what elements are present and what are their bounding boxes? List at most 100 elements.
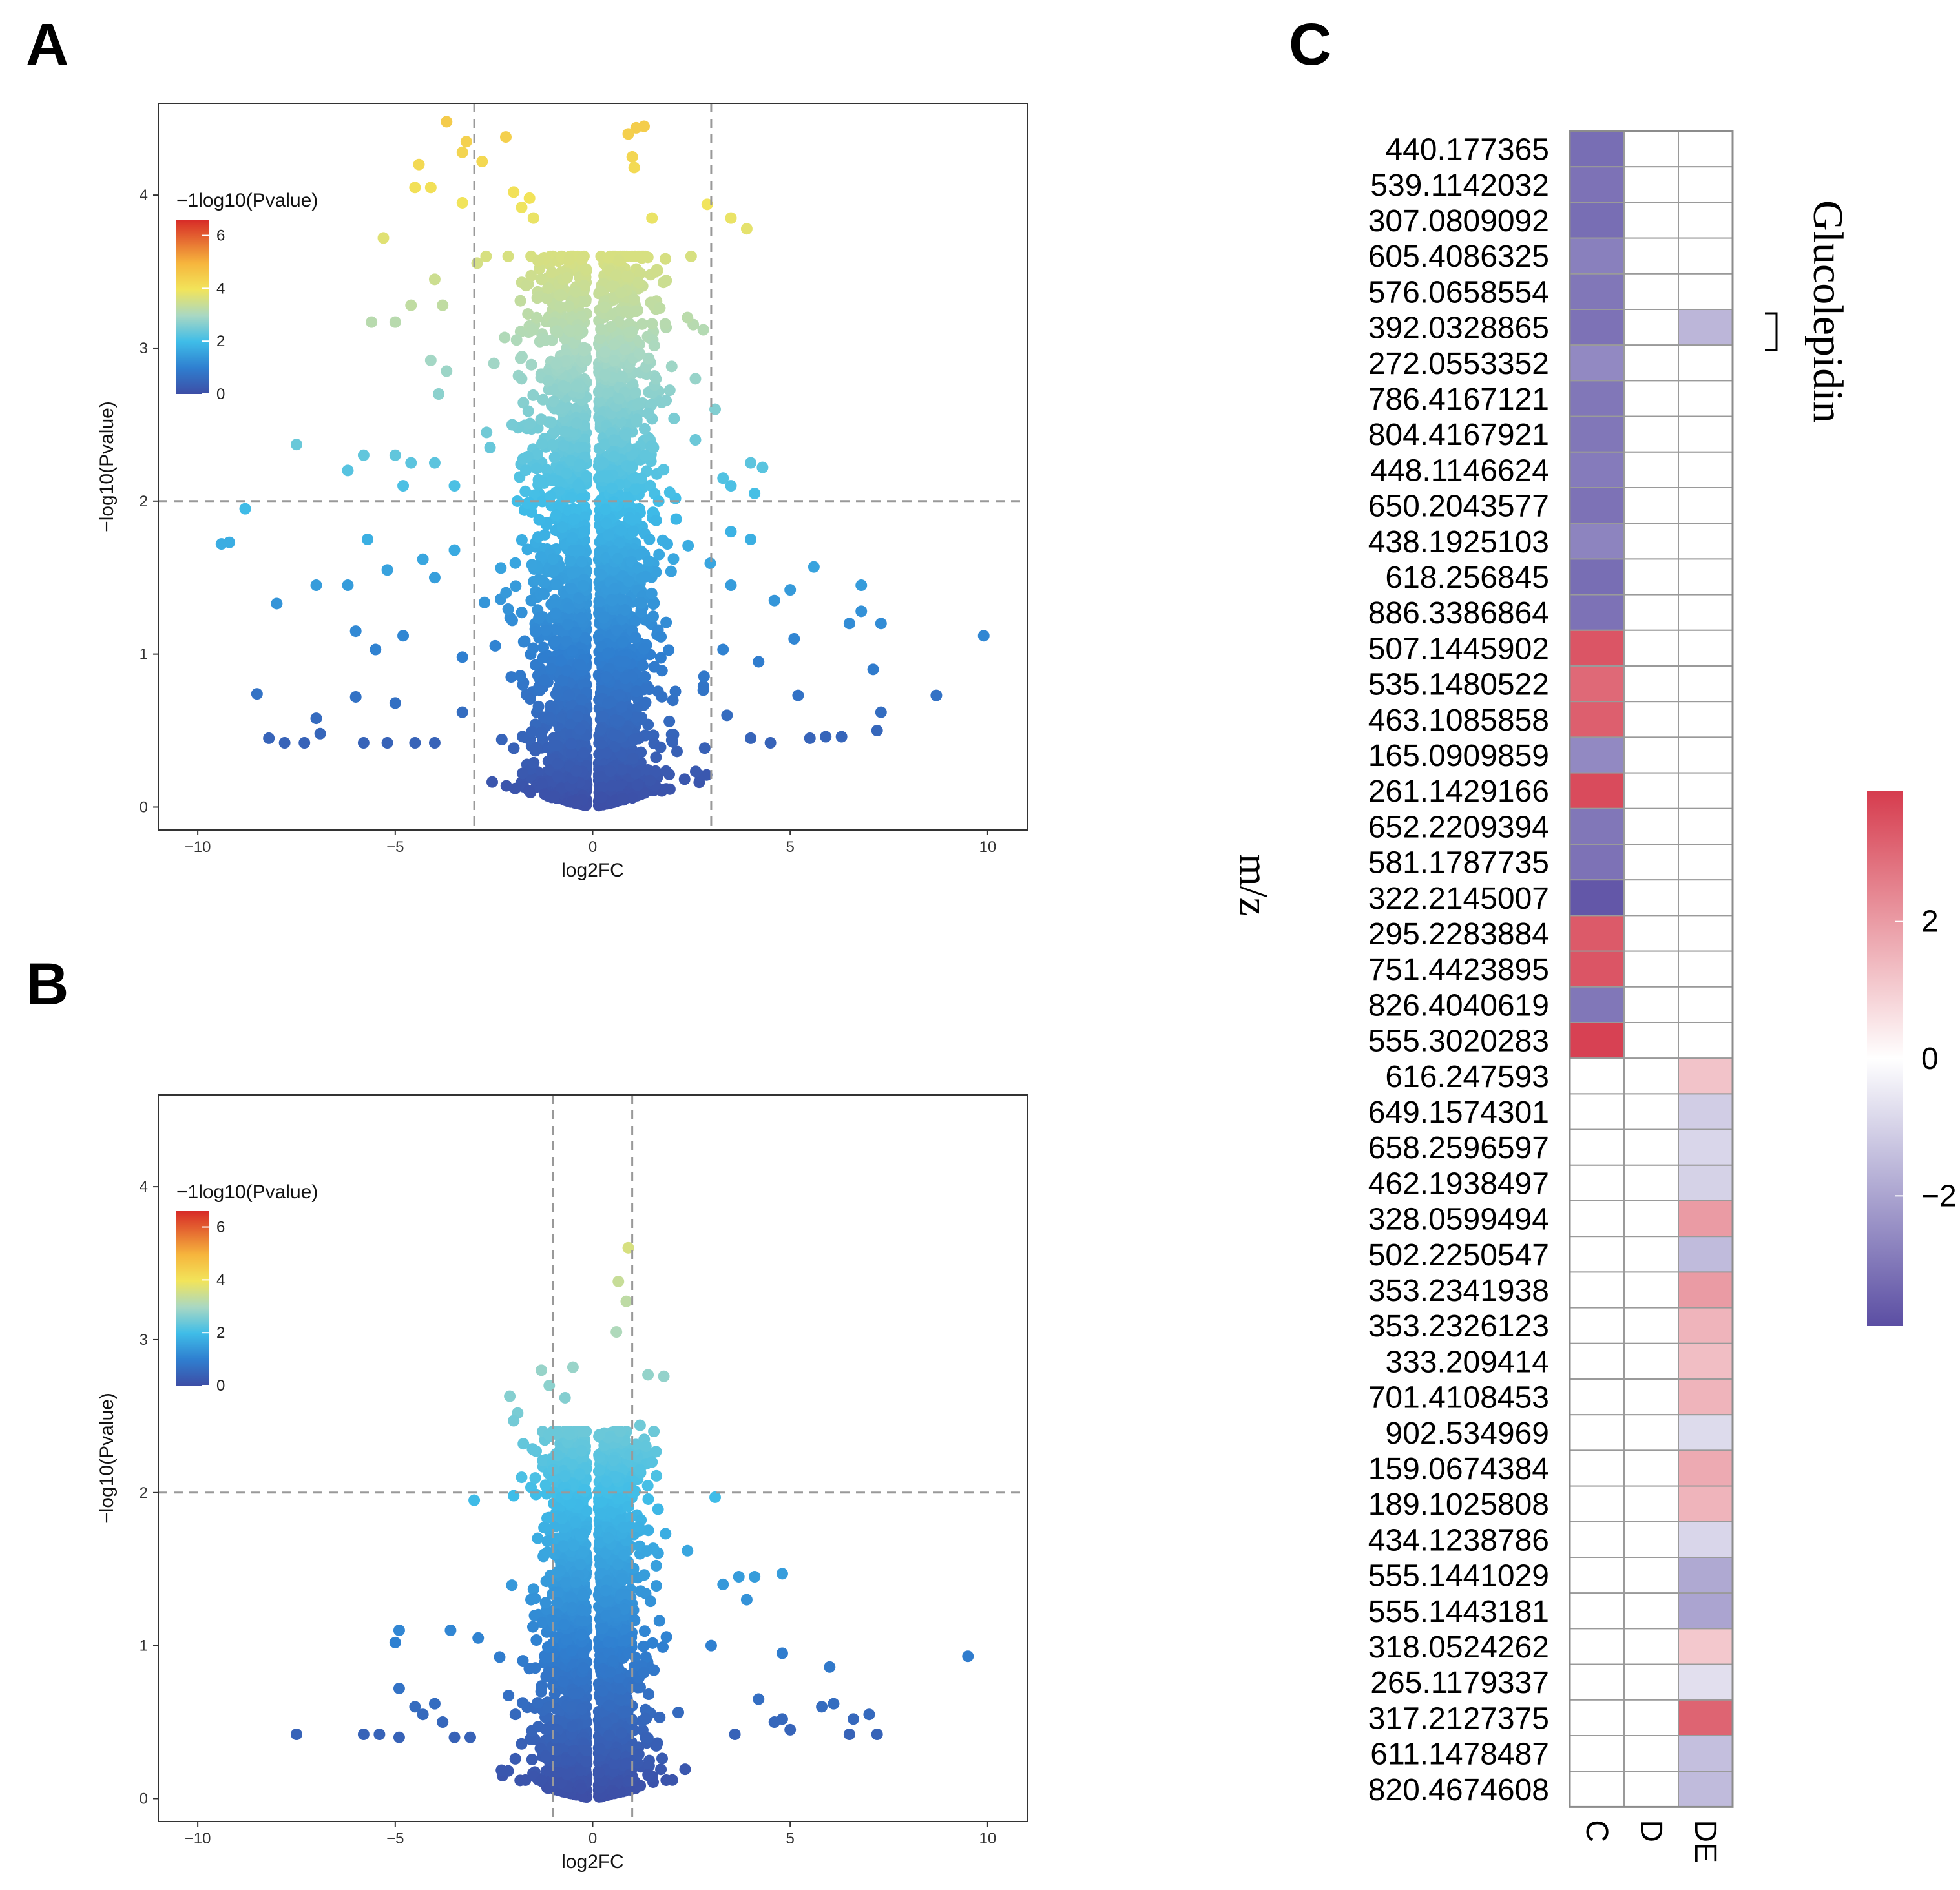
data-point bbox=[627, 525, 640, 537]
data-point bbox=[362, 534, 374, 545]
data-point bbox=[517, 1697, 529, 1709]
data-point bbox=[626, 461, 638, 473]
data-point bbox=[495, 734, 508, 746]
data-point bbox=[519, 635, 531, 647]
data-point bbox=[657, 276, 669, 289]
data-point bbox=[530, 1634, 543, 1646]
data-point bbox=[576, 492, 589, 504]
data-point bbox=[784, 584, 797, 596]
data-point bbox=[595, 568, 607, 581]
legend-tick-label: 4 bbox=[216, 280, 225, 297]
data-point bbox=[642, 407, 654, 419]
data-point bbox=[536, 437, 548, 450]
data-point bbox=[500, 780, 512, 792]
data-point bbox=[549, 635, 561, 647]
data-point bbox=[654, 741, 667, 753]
data-point bbox=[629, 387, 641, 399]
data-point bbox=[671, 745, 683, 758]
data-point bbox=[251, 688, 263, 700]
data-point bbox=[606, 483, 618, 495]
data-point bbox=[820, 731, 832, 743]
data-point bbox=[640, 570, 652, 583]
data-point bbox=[613, 715, 625, 727]
data-point bbox=[650, 514, 662, 526]
data-point bbox=[441, 365, 453, 377]
data-point bbox=[576, 694, 588, 706]
data-point bbox=[537, 588, 550, 601]
data-point bbox=[717, 643, 729, 656]
data-point bbox=[560, 381, 572, 393]
data-point bbox=[505, 671, 517, 683]
data-point bbox=[516, 607, 528, 619]
data-point bbox=[689, 434, 702, 446]
data-point bbox=[663, 644, 675, 656]
volcano-plot-a: −10 −5 0 5 1001234log2FC−log10(Pvalue)−1log1… bbox=[96, 103, 1028, 881]
data-point bbox=[665, 360, 678, 373]
data-point bbox=[413, 158, 425, 171]
data-point bbox=[565, 738, 578, 750]
data-point bbox=[615, 287, 627, 299]
data-point bbox=[558, 439, 570, 452]
x-tick-label: −5 bbox=[386, 838, 404, 856]
data-point bbox=[510, 334, 523, 346]
data-point bbox=[510, 580, 522, 592]
data-point bbox=[575, 612, 587, 624]
data-point bbox=[546, 474, 558, 486]
data-point bbox=[660, 1528, 672, 1540]
data-point bbox=[565, 583, 578, 595]
data-point bbox=[875, 618, 887, 630]
data-point bbox=[768, 594, 780, 607]
data-point bbox=[745, 457, 757, 469]
data-point bbox=[610, 624, 623, 636]
data-point bbox=[650, 1559, 662, 1572]
data-point bbox=[855, 579, 868, 592]
data-point bbox=[620, 429, 632, 441]
x-tick-label: 5 bbox=[786, 838, 795, 856]
data-point bbox=[370, 643, 382, 656]
data-point bbox=[417, 553, 429, 565]
data-point bbox=[602, 697, 614, 709]
data-point bbox=[630, 305, 642, 317]
data-point bbox=[456, 651, 468, 663]
data-point bbox=[574, 458, 586, 470]
data-point bbox=[381, 737, 393, 749]
data-point bbox=[629, 472, 641, 484]
data-point bbox=[547, 740, 559, 752]
data-point bbox=[559, 426, 571, 438]
data-point bbox=[609, 338, 621, 351]
data-point bbox=[522, 405, 534, 417]
data-point bbox=[610, 269, 622, 282]
data-point bbox=[570, 286, 582, 298]
data-point bbox=[536, 273, 548, 286]
data-point bbox=[653, 1615, 665, 1627]
data-point bbox=[635, 597, 647, 609]
data-point bbox=[552, 770, 564, 782]
data-point bbox=[646, 212, 658, 224]
data-point bbox=[660, 765, 672, 777]
data-point bbox=[298, 737, 311, 749]
data-point bbox=[641, 1480, 654, 1492]
data-point bbox=[389, 449, 401, 461]
data-point bbox=[697, 324, 709, 336]
data-point bbox=[563, 602, 575, 614]
data-point bbox=[530, 626, 542, 638]
data-point bbox=[653, 548, 665, 561]
data-point bbox=[867, 663, 879, 676]
data-point bbox=[271, 597, 283, 610]
data-point bbox=[656, 1752, 668, 1765]
data-point bbox=[599, 369, 611, 381]
data-point bbox=[855, 605, 868, 618]
data-point bbox=[661, 538, 673, 550]
data-point bbox=[550, 688, 562, 700]
data-point bbox=[531, 448, 543, 461]
data-point bbox=[533, 612, 545, 625]
data-point bbox=[660, 395, 672, 407]
data-point bbox=[617, 636, 629, 648]
data-point bbox=[609, 355, 621, 367]
data-point bbox=[552, 758, 564, 770]
data-point bbox=[667, 553, 680, 565]
data-point bbox=[650, 751, 662, 763]
data-point bbox=[875, 706, 887, 718]
data-point bbox=[594, 723, 607, 736]
